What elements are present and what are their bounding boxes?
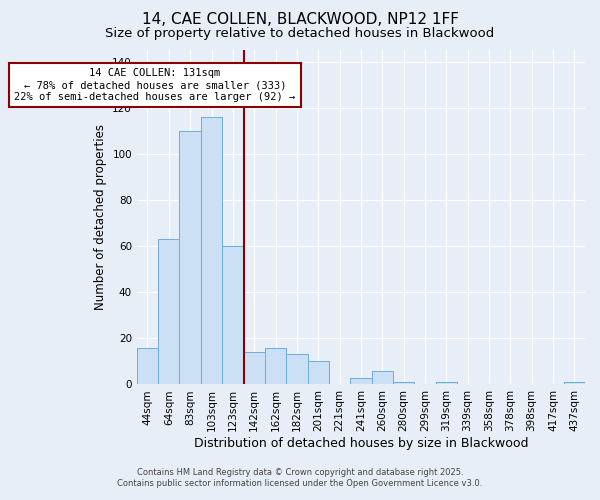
Bar: [201, 117, 222, 384]
Text: 14, CAE COLLEN, BLACKWOOD, NP12 1FF: 14, CAE COLLEN, BLACKWOOD, NP12 1FF: [142, 12, 458, 28]
Bar: [563, 382, 585, 384]
Bar: [436, 382, 457, 384]
X-axis label: Distribution of detached houses by size in Blackwood: Distribution of detached houses by size …: [194, 437, 528, 450]
Bar: [265, 348, 286, 385]
Bar: [286, 354, 308, 384]
Bar: [179, 130, 201, 384]
Bar: [158, 239, 179, 384]
Bar: [393, 382, 414, 384]
Text: 14 CAE COLLEN: 131sqm
← 78% of detached houses are smaller (333)
22% of semi-det: 14 CAE COLLEN: 131sqm ← 78% of detached …: [14, 68, 296, 102]
Bar: [350, 378, 371, 384]
Bar: [222, 246, 244, 384]
Bar: [308, 362, 329, 384]
Text: Size of property relative to detached houses in Blackwood: Size of property relative to detached ho…: [106, 28, 494, 40]
Text: Contains HM Land Registry data © Crown copyright and database right 2025.
Contai: Contains HM Land Registry data © Crown c…: [118, 468, 482, 487]
Bar: [137, 348, 158, 385]
Bar: [371, 370, 393, 384]
Bar: [244, 352, 265, 384]
Y-axis label: Number of detached properties: Number of detached properties: [94, 124, 107, 310]
